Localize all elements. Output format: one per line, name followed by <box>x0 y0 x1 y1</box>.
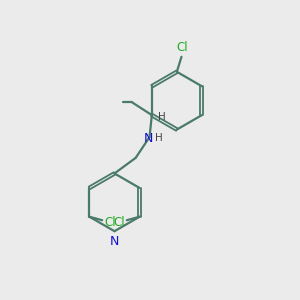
Text: Cl: Cl <box>104 216 116 229</box>
Text: Cl: Cl <box>113 216 125 229</box>
Text: N: N <box>110 236 119 248</box>
Text: H: H <box>158 112 165 122</box>
Text: Cl: Cl <box>177 41 188 54</box>
Text: H: H <box>155 133 163 143</box>
Text: N: N <box>144 132 153 145</box>
